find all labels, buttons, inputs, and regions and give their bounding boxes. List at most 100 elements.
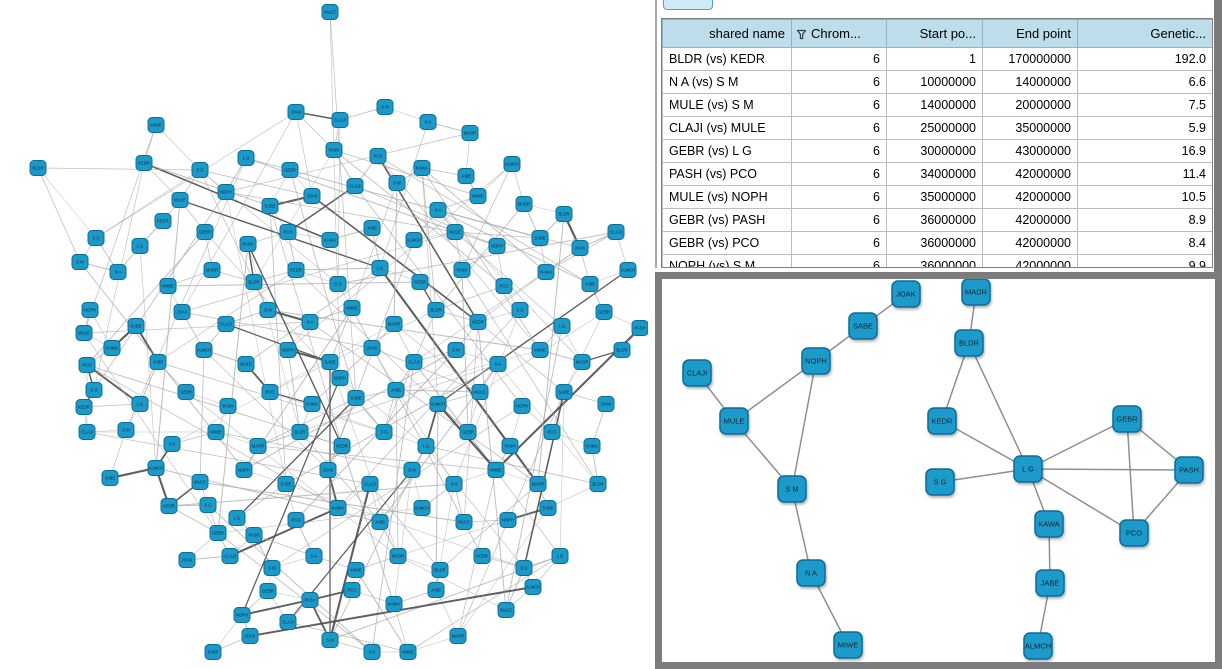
table-cell[interactable]: 192.0 (1077, 47, 1212, 71)
overview-node[interactable]: JABE (427, 582, 445, 598)
overview-node[interactable]: CLAJI (279, 614, 297, 630)
subnetwork-node-JABE[interactable]: JABE (1035, 569, 1065, 597)
overview-node[interactable]: BLDR (589, 476, 607, 492)
overview-node[interactable]: S G (329, 276, 347, 292)
table-cell[interactable]: 8.9 (1077, 208, 1212, 232)
overview-node[interactable]: L G (371, 260, 389, 276)
subnetwork-node-MIWE[interactable]: MIWE (833, 631, 863, 659)
overview-node[interactable]: PASH (453, 262, 471, 278)
overview-node[interactable]: JABE (101, 470, 119, 486)
overview-node[interactable]: S G (191, 162, 209, 178)
overview-node[interactable]: N A (305, 548, 323, 564)
toolbar-tab-fragment[interactable] (663, 0, 713, 10)
overview-node[interactable]: MADR (461, 125, 479, 141)
overview-node[interactable]: L G (131, 396, 149, 412)
column-header-start-po-[interactable]: Start po... (886, 19, 983, 48)
overview-node[interactable]: GEBR (177, 384, 195, 400)
table-cell[interactable]: 8.4 (1077, 231, 1212, 255)
table-cell[interactable]: MULE (vs) S M (662, 93, 792, 117)
subnetwork-edge-SM-NA[interactable] (791, 488, 812, 574)
table-row[interactable]: PASH (vs) PCO 6 34000000 42000000 11.4 (662, 162, 1212, 186)
table-cell[interactable]: 6 (791, 254, 887, 267)
overview-node[interactable]: N A (419, 114, 437, 130)
overview-node[interactable]: L G (131, 238, 149, 254)
overview-node[interactable]: CLAJI (607, 224, 625, 240)
overview-node[interactable]: MIWE (487, 462, 505, 478)
column-header-genetic-[interactable]: Genetic... (1077, 19, 1212, 48)
overview-node[interactable]: S G (199, 497, 217, 513)
overview-node[interactable]: S M (259, 302, 277, 318)
overview-node[interactable]: MIWE (147, 117, 165, 133)
overview-node[interactable]: KEDR (75, 399, 93, 415)
subnetwork-node-LG[interactable]: L G (1013, 455, 1043, 483)
overview-node[interactable]: MADR (449, 628, 467, 644)
subnetwork-node-NOPH[interactable]: NOPH (801, 347, 831, 375)
table-row[interactable]: GEBR (vs) PCO 6 36000000 42000000 8.4 (662, 231, 1212, 255)
table-cell[interactable]: 36000000 (886, 231, 983, 255)
overview-node[interactable]: S M (321, 632, 339, 648)
overview-node[interactable]: L G (551, 548, 569, 564)
overview-node[interactable]: SABE (204, 644, 222, 660)
overview-node[interactable]: MIWE (159, 278, 177, 294)
table-row[interactable]: CLAJI (vs) MULE 6 25000000 35000000 5.9 (662, 116, 1212, 140)
overview-node[interactable]: JABE (457, 168, 475, 184)
overview-node[interactable]: CLAJI (405, 354, 423, 370)
overview-node[interactable]: N A (301, 314, 319, 330)
overview-node[interactable]: JABE (371, 514, 389, 530)
table-cell[interactable]: BLDR (vs) KEDR (662, 47, 792, 71)
table-cell[interactable]: 6 (791, 208, 887, 232)
overview-node[interactable]: CLAJI (217, 316, 235, 332)
overview-node[interactable]: L G (417, 438, 435, 454)
overview-node[interactable]: MADR (529, 476, 547, 492)
table-cell[interactable]: 42000000 (982, 185, 1078, 209)
table-cell[interactable]: 6.6 (1077, 70, 1212, 94)
overview-node[interactable]: PCO (343, 582, 361, 598)
overview-node[interactable]: L G (237, 150, 255, 166)
overview-node[interactable]: JABE (387, 382, 405, 398)
overview-node[interactable]: MADR (515, 196, 533, 212)
overview-node[interactable]: ALMCH (405, 232, 423, 248)
overview-node[interactable]: MULE (321, 4, 339, 20)
table-cell[interactable]: 16.9 (1077, 139, 1212, 163)
table-cell[interactable]: 35000000 (982, 116, 1078, 140)
overview-node[interactable]: PCO (543, 424, 561, 440)
overview-node[interactable]: MADR (249, 438, 267, 454)
overview-node[interactable]: N A (163, 436, 181, 452)
overview-node[interactable]: JOAK (173, 304, 191, 320)
overview-node[interactable]: JOAK (363, 340, 381, 356)
overview-node[interactable]: JABE (581, 276, 599, 292)
overview-node[interactable]: S M (376, 99, 394, 115)
overview-node[interactable]: MULE (471, 384, 489, 400)
overview-node[interactable]: MULE (446, 224, 464, 240)
overview-node[interactable]: MULE (497, 602, 515, 618)
table-cell[interactable]: 7.5 (1077, 93, 1212, 117)
overview-node[interactable]: PASH (301, 592, 319, 608)
overview-node[interactable]: KAWA (413, 160, 431, 176)
table-cell[interactable]: CLAJI (vs) MULE (662, 116, 792, 140)
table-row[interactable]: MULE (vs) NOPH 6 35000000 42000000 10.5 (662, 185, 1212, 209)
overview-node[interactable]: S M (447, 342, 465, 358)
subnetwork-edge-LG-GEBR[interactable] (1027, 418, 1128, 470)
overview-node[interactable]: KAWA (537, 264, 555, 280)
subnetwork-node-GEBR[interactable]: GEBR (1112, 405, 1142, 433)
table-cell[interactable]: 6 (791, 47, 887, 71)
table-cell[interactable]: 43000000 (982, 139, 1078, 163)
table-cell[interactable]: 1 (886, 47, 983, 71)
overview-node[interactable]: S G (375, 424, 393, 440)
table-row[interactable]: GEBR (vs) PASH 6 36000000 42000000 8.9 (662, 208, 1212, 232)
overview-node[interactable]: PCO (495, 278, 513, 294)
overview-node[interactable]: JOAK (178, 552, 196, 568)
overview-node[interactable]: CLAJI (78, 424, 96, 440)
overview-node[interactable]: N A (489, 356, 507, 372)
overview-node[interactable]: GEBR (196, 224, 214, 240)
subnetwork-edge-GEBR-PCO[interactable] (1126, 418, 1135, 534)
table-cell[interactable]: GEBR (vs) PASH (662, 208, 792, 232)
table-cell[interactable]: 10000000 (886, 70, 983, 94)
overview-node[interactable]: PASH (631, 320, 649, 336)
overview-node[interactable]: S M (388, 175, 406, 191)
table-cell[interactable]: 42000000 (982, 208, 1078, 232)
overview-node[interactable]: SABE (321, 354, 339, 370)
table-cell[interactable]: 42000000 (982, 162, 1078, 186)
overview-node[interactable]: NOPH (217, 184, 235, 200)
overview-node[interactable]: GEBR (209, 525, 227, 541)
